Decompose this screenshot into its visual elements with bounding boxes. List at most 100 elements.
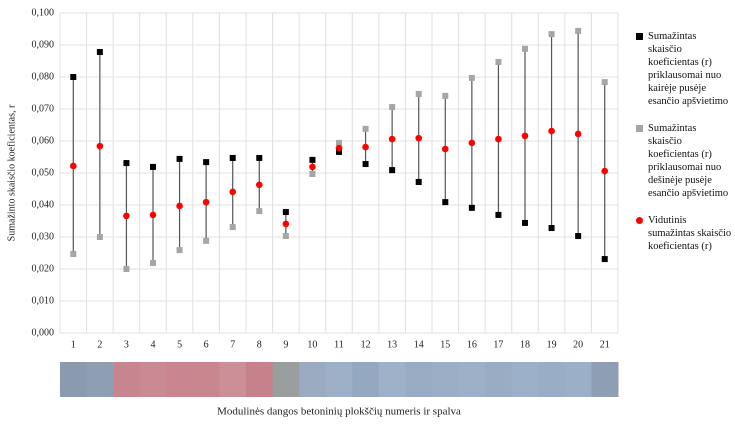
point — [415, 90, 422, 97]
color-tile — [352, 362, 380, 397]
color-tile — [219, 362, 247, 397]
point — [203, 159, 210, 166]
x-tick-label: 13 — [387, 339, 397, 350]
x-tick-label: 6 — [204, 339, 209, 350]
point — [362, 161, 369, 168]
point — [309, 170, 316, 177]
point — [601, 79, 608, 86]
point — [176, 155, 183, 162]
point — [442, 199, 449, 206]
x-tick-label: 18 — [520, 339, 530, 350]
x-tick-label: 15 — [440, 339, 450, 350]
mean-point — [548, 127, 555, 135]
color-tile — [538, 362, 566, 397]
point — [282, 209, 289, 216]
point — [336, 139, 342, 146]
y-axis-label: Sumažinto skaisčio koeficientas, r — [6, 104, 17, 241]
x-tick-label: 2 — [97, 339, 102, 350]
mean-point — [574, 130, 582, 138]
point — [229, 154, 236, 161]
point — [389, 167, 396, 174]
x-tick-label: 8 — [257, 339, 262, 350]
x-tick-label: 16 — [467, 339, 477, 350]
y-tick-label: 0,030 — [32, 231, 55, 242]
legend-marker — [636, 125, 643, 132]
point — [123, 160, 130, 167]
point — [495, 211, 502, 218]
point — [548, 225, 555, 232]
legend-label: Sumažintas skaisčio koeficientas (r) pri… — [648, 31, 729, 107]
mean-point — [123, 212, 130, 220]
x-tick-label: 21 — [600, 339, 610, 350]
point — [150, 259, 156, 266]
mean-point — [388, 135, 396, 143]
legend-entry: Vidutinis sumažintas skaisčio koeficient… — [632, 214, 732, 253]
x-tick-label: 17 — [493, 339, 503, 350]
y-tick-label: 0,050 — [32, 167, 55, 178]
color-tile — [272, 362, 300, 397]
color-tile — [432, 362, 460, 397]
y-tick-label: 0,040 — [32, 199, 55, 210]
point — [96, 234, 103, 240]
y-tick-label: 0,090 — [32, 39, 55, 50]
mean-point — [362, 143, 369, 151]
mean-point — [149, 211, 157, 219]
legend-marker — [636, 33, 643, 40]
point — [495, 58, 502, 65]
point — [70, 250, 77, 257]
mean-point — [468, 139, 476, 147]
point — [96, 49, 103, 56]
x-tick-label: 10 — [307, 339, 317, 350]
mean-point — [229, 188, 237, 196]
point — [389, 104, 396, 111]
point — [336, 148, 342, 155]
chart: Sumažinto skaisčio koeficientas, r Modul… — [6, 7, 619, 418]
x-tick-label: 5 — [177, 339, 182, 350]
color-tile — [60, 362, 88, 397]
x-tick-label: 19 — [547, 339, 557, 350]
point — [256, 208, 263, 215]
color-tile — [458, 362, 486, 397]
legend-entry: Sumažintas skaisčio koeficientas (r) pri… — [632, 30, 732, 108]
color-tile — [564, 362, 592, 397]
color-tile — [246, 362, 274, 397]
mean-point — [601, 167, 609, 175]
point — [575, 233, 582, 240]
mean-point — [202, 198, 210, 206]
x-tick-label: 1 — [71, 339, 76, 350]
point — [123, 266, 130, 272]
legend-entry: Sumažintas skaisčio koeficientas (r) pri… — [632, 122, 732, 200]
color-tile — [166, 362, 194, 397]
y-tick-label: 0,070 — [32, 103, 55, 114]
point — [601, 256, 608, 263]
point — [548, 31, 555, 38]
mean-point — [255, 181, 263, 189]
point — [150, 163, 156, 170]
x-tick-label: 7 — [230, 339, 235, 350]
point — [522, 219, 528, 226]
color-tile — [113, 362, 141, 397]
y-tick-label: 0,080 — [32, 71, 55, 82]
color-tile — [325, 362, 353, 397]
point — [442, 92, 449, 99]
y-tick-label: 0,100 — [32, 7, 55, 18]
x-tick-label: 20 — [573, 339, 583, 350]
point — [282, 233, 289, 240]
x-tick-label: 12 — [361, 339, 371, 350]
x-tick-label: 9 — [283, 339, 288, 350]
x-tick-label: 11 — [334, 339, 344, 350]
x-tick-label: 3 — [124, 339, 129, 350]
point — [468, 74, 475, 81]
mean-point — [495, 135, 502, 143]
y-tick-label: 0,000 — [32, 327, 55, 338]
point — [362, 125, 369, 132]
point — [575, 27, 582, 34]
point — [309, 156, 316, 163]
point — [522, 45, 528, 52]
color-tile — [139, 362, 167, 397]
legend-marker — [636, 217, 643, 224]
mean-point — [176, 202, 183, 210]
mean-point — [441, 145, 449, 153]
mean-point — [521, 132, 529, 140]
